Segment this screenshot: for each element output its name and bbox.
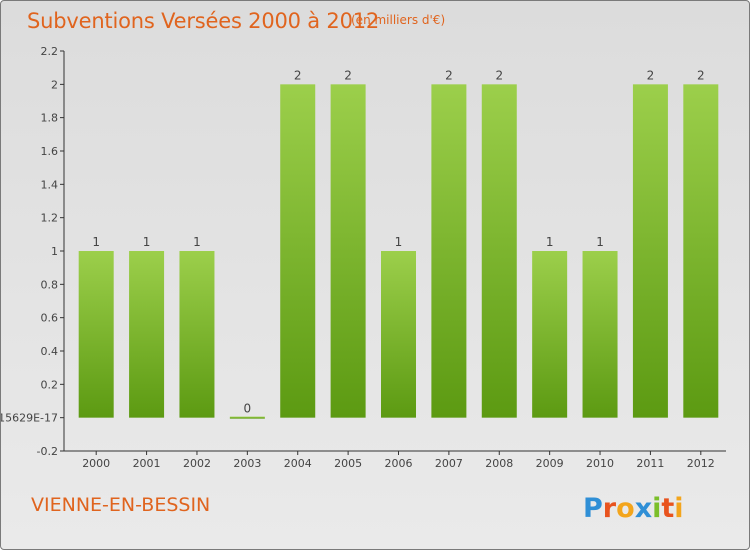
data-label: 2 bbox=[697, 68, 705, 82]
data-label: 2 bbox=[495, 68, 503, 82]
bar bbox=[582, 251, 618, 418]
x-tick-label: 2011 bbox=[636, 457, 664, 470]
bar bbox=[532, 251, 568, 418]
data-label: 2 bbox=[647, 68, 655, 82]
bar bbox=[229, 416, 265, 419]
y-tick-label: 1.6 bbox=[41, 145, 59, 158]
chart-title: Subventions Versées 2000 à 2012 bbox=[27, 9, 380, 33]
y-tick-label: 1.15629E-17 bbox=[1, 412, 58, 425]
bar bbox=[431, 84, 467, 418]
y-tick-label: 1.8 bbox=[41, 112, 59, 125]
y-tick-label: -0.2 bbox=[37, 445, 58, 458]
bars bbox=[78, 84, 719, 419]
x-tick-label: 2002 bbox=[183, 457, 211, 470]
bar bbox=[129, 251, 165, 418]
bar bbox=[78, 251, 114, 418]
data-label: 2 bbox=[294, 68, 302, 82]
y-tick-label: 0.4 bbox=[41, 345, 59, 358]
data-label: 1 bbox=[546, 235, 554, 249]
x-tick-label: 2003 bbox=[233, 457, 261, 470]
x-tick-label: 2005 bbox=[334, 457, 362, 470]
data-label: 1 bbox=[193, 235, 201, 249]
y-tick-label: 2.2 bbox=[41, 45, 59, 58]
data-label: 2 bbox=[445, 68, 453, 82]
x-tick-label: 2006 bbox=[385, 457, 413, 470]
svg-text:Proxiti: Proxiti bbox=[583, 493, 684, 524]
commune-name: VIENNE-EN-BESSIN bbox=[31, 494, 211, 516]
x-tick-label: 2007 bbox=[435, 457, 463, 470]
y-tick-label: 2 bbox=[51, 78, 58, 91]
x-tick-label: 2000 bbox=[82, 457, 110, 470]
y-tick-label: 1 bbox=[51, 245, 58, 258]
bar bbox=[481, 84, 517, 418]
bar bbox=[381, 251, 416, 418]
y-tick-label: 0.2 bbox=[41, 378, 59, 391]
x-tick-label: 2009 bbox=[536, 457, 564, 470]
data-label: 1 bbox=[143, 235, 151, 249]
axes: 2.2 2 1.8 1.6 1.4 1.2 1 0.8 0.6 0.4 0.2 1.15629E-17… bbox=[1, 45, 726, 470]
data-label: 0 bbox=[244, 402, 252, 416]
bar bbox=[683, 84, 719, 418]
y-tick-label: 0.6 bbox=[41, 312, 59, 325]
x-tick-label: 2010 bbox=[586, 457, 614, 470]
y-tick-label: 1.4 bbox=[41, 178, 59, 191]
data-label: 1 bbox=[596, 235, 604, 249]
chart-unit: (en milliers d'€) bbox=[351, 13, 446, 27]
y-tick-label: 1.2 bbox=[41, 212, 59, 225]
y-tick-label: 0.8 bbox=[41, 278, 59, 291]
proxiti-logo: Proxiti bbox=[583, 493, 684, 524]
data-label: 1 bbox=[395, 235, 403, 249]
data-labels: 1 1 1 0 2 2 1 2 2 1 1 2 2 bbox=[92, 68, 704, 415]
bar bbox=[632, 84, 668, 418]
x-tick-label: 2012 bbox=[687, 457, 715, 470]
x-tick-label: 2008 bbox=[485, 457, 513, 470]
x-tick-label: 2001 bbox=[133, 457, 161, 470]
data-label: 1 bbox=[92, 235, 100, 249]
data-label: 2 bbox=[344, 68, 352, 82]
bar bbox=[280, 84, 316, 418]
x-tick-label: 2004 bbox=[284, 457, 312, 470]
bar bbox=[330, 84, 366, 418]
bar bbox=[179, 251, 215, 418]
